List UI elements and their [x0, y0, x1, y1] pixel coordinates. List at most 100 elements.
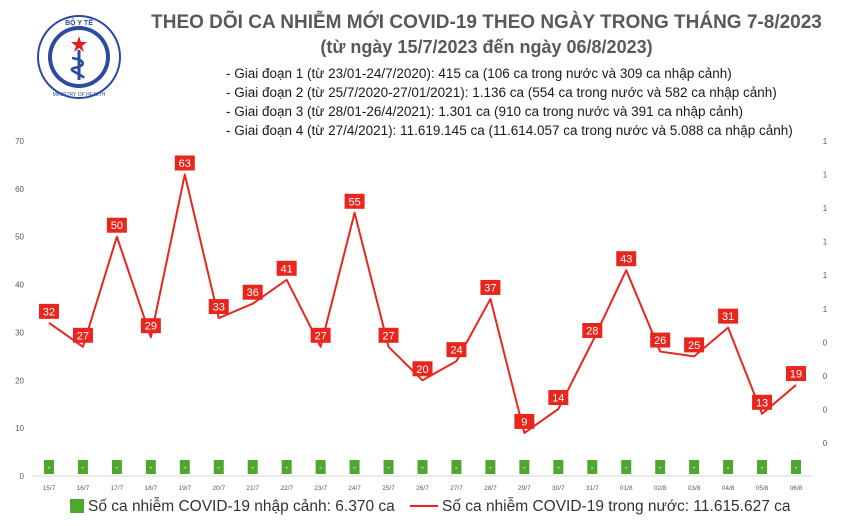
- data-label-box: [752, 394, 773, 410]
- x-tick-label: 16/7: [77, 485, 90, 492]
- data-label: 50: [111, 220, 123, 232]
- data-label: 28: [586, 326, 598, 338]
- y-right-tick-label: 1: [823, 305, 828, 314]
- legend-domestic-label: Số ca nhiễm COVID-19 trong nước: 11.615.…: [442, 498, 791, 515]
- import-bar-label: -: [625, 463, 628, 473]
- data-label-box: [378, 327, 399, 343]
- svg-text:MINISTRY OF HEALTH: MINISTRY OF HEALTH: [53, 92, 106, 98]
- import-bar: [247, 460, 258, 474]
- phase-3-line: - Giai đoạn 3 (từ 28/01-26/4/2021): 1.30…: [226, 104, 744, 119]
- data-label-box: [718, 308, 739, 324]
- data-label: 32: [43, 306, 55, 318]
- import-bar: [757, 460, 768, 474]
- y-left-tick-label: 70: [15, 137, 24, 146]
- import-bar-label: -: [115, 463, 118, 473]
- import-bar-label: -: [251, 463, 254, 473]
- x-tick-label: 21/7: [246, 485, 259, 492]
- data-label: 13: [756, 397, 768, 409]
- import-bar: [145, 460, 156, 474]
- data-label: 27: [382, 330, 394, 342]
- import-bar: [315, 460, 326, 474]
- import-bar-label: -: [727, 463, 730, 473]
- import-bar: [111, 460, 122, 474]
- import-bar: [349, 460, 360, 474]
- data-label-box: [650, 332, 671, 348]
- domestic-series-line: [48, 173, 797, 434]
- x-tick-label: 22/7: [280, 485, 293, 492]
- data-label: 24: [450, 345, 462, 357]
- y-right-tick-label: 1: [823, 171, 828, 180]
- x-tick-label: 02/8: [654, 485, 667, 492]
- data-label: 36: [247, 287, 259, 299]
- x-tick-label: 29/7: [518, 485, 531, 492]
- data-label: 9: [521, 416, 527, 428]
- import-bar: [655, 460, 666, 474]
- import-bar-label: -: [591, 463, 594, 473]
- chart-title: THEO DÕI CA NHIỄM MỚI COVID-19 THEO NGÀY…: [151, 12, 822, 33]
- import-bar-label: -: [489, 463, 492, 473]
- y-right-tick-label: 1: [823, 204, 828, 213]
- import-bar: [179, 460, 190, 474]
- data-label-box: [684, 337, 705, 353]
- import-bar-label: -: [319, 463, 322, 473]
- data-label-box: [480, 279, 501, 295]
- data-label: 14: [552, 393, 564, 405]
- data-label: 33: [213, 302, 225, 314]
- y-right-tick-label: 1: [823, 238, 828, 247]
- import-bar: [689, 460, 700, 474]
- data-label: 63: [179, 158, 191, 170]
- data-label: 19: [790, 369, 802, 381]
- y-left-tick-label: 50: [15, 233, 24, 242]
- data-label-box: [310, 327, 331, 343]
- import-bar-label: -: [149, 463, 152, 473]
- y-left-tick-label: 20: [15, 376, 24, 385]
- import-bar-label: -: [761, 463, 764, 473]
- y-left-tick-label: 40: [15, 281, 24, 290]
- data-label-box: [174, 155, 195, 171]
- import-bar: [791, 460, 802, 474]
- legend-domestic: Số ca nhiễm COVID-19 trong nước: 11.615.…: [410, 498, 791, 516]
- y-left-tick-label: 0: [20, 472, 25, 481]
- legend-bar-swatch: [70, 499, 84, 513]
- x-tick-label: 17/7: [111, 485, 124, 492]
- data-label-box: [514, 413, 535, 429]
- data-label: 20: [416, 364, 428, 376]
- data-label: 29: [145, 321, 157, 333]
- data-label: 55: [348, 196, 360, 208]
- x-tick-label: 30/7: [552, 485, 565, 492]
- data-label: 27: [315, 330, 327, 342]
- import-bar: [383, 460, 394, 474]
- phase-summary: - Giai đoạn 1 (từ 23/01-24/7/2020): 415 …: [226, 64, 793, 140]
- data-label-box: [786, 366, 807, 382]
- x-tick-label: 27/7: [450, 485, 463, 492]
- svg-text:BỘ Y TẾ: BỘ Y TẾ: [65, 17, 93, 27]
- import-bar: [723, 460, 734, 474]
- data-label: 26: [654, 335, 666, 347]
- data-label-box: [446, 342, 467, 358]
- x-tick-label: 06/8: [790, 485, 803, 492]
- x-tick-label: 04/8: [722, 485, 735, 492]
- import-bar-label: -: [81, 463, 84, 473]
- import-bar-label: -: [353, 463, 356, 473]
- import-bar: [485, 460, 496, 474]
- import-bar-label: -: [523, 463, 526, 473]
- x-tick-label: 20/7: [212, 485, 225, 492]
- import-bar-label: -: [47, 463, 50, 473]
- y-right-tick-label: 0: [823, 405, 828, 414]
- x-tick-label: 24/7: [348, 485, 361, 492]
- data-label-box: [276, 260, 297, 276]
- chart-subtitle: (từ ngày 15/7/2023 đến ngày 06/8/2023): [320, 37, 653, 57]
- import-bar-label: -: [455, 463, 458, 473]
- data-label-box: [412, 361, 433, 377]
- y-right-tick-label: 0: [823, 372, 828, 381]
- data-label-box: [582, 323, 603, 338]
- legend-imported: Số ca nhiễm COVID-19 nhập cảnh: 6.370 ca: [70, 498, 395, 516]
- import-bar-label: -: [387, 463, 390, 473]
- import-bar-label: -: [557, 463, 560, 473]
- x-tick-label: 01/8: [620, 485, 633, 492]
- import-bar-label: -: [285, 463, 288, 473]
- data-label: 41: [281, 263, 293, 275]
- import-bar: [417, 460, 428, 474]
- import-bar-label: -: [795, 463, 798, 473]
- data-label-box: [38, 303, 59, 319]
